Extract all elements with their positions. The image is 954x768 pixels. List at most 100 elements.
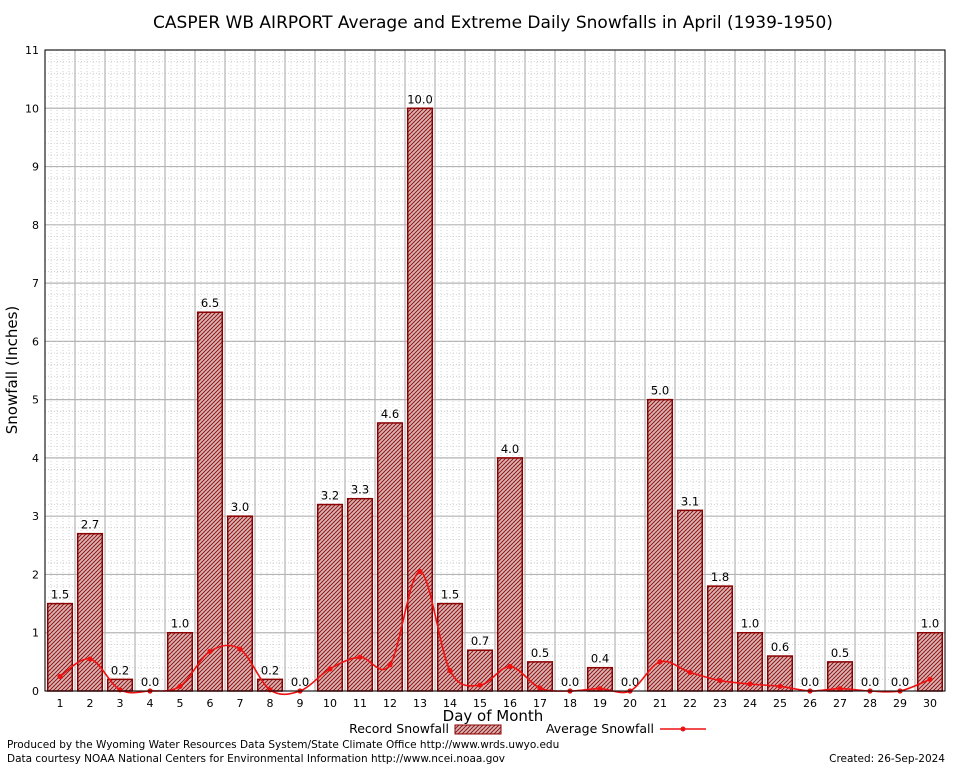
average-point	[207, 648, 213, 654]
x-tick-label: 2	[87, 697, 94, 710]
average-point	[387, 662, 393, 668]
bar-value-label: 5.0	[651, 384, 669, 398]
x-tick-label: 8	[267, 697, 274, 710]
bar-value-label: 1.0	[171, 617, 189, 631]
y-tick-label: 3	[32, 510, 39, 523]
bar-value-label: 3.2	[321, 489, 339, 503]
x-tick-label: 14	[443, 697, 457, 710]
record-bar	[736, 631, 764, 692]
record-bar	[496, 457, 524, 692]
average-point	[177, 683, 183, 689]
chart-title: CASPER WB AIRPORT Average and Extreme Da…	[153, 13, 833, 33]
x-tick-label: 15	[473, 697, 487, 710]
average-point	[447, 668, 453, 674]
record-bar	[646, 398, 674, 692]
bar-value-label: 3.1	[681, 494, 699, 508]
x-tick-label: 27	[833, 697, 847, 710]
average-point	[747, 681, 753, 687]
average-point	[57, 673, 63, 680]
x-tick-label: 30	[923, 697, 937, 710]
average-point	[687, 669, 693, 675]
bar-value-label: 0.0	[621, 675, 639, 689]
bar-value-label: 0.5	[831, 646, 849, 660]
x-tick-label: 21	[653, 697, 667, 710]
average-point	[357, 654, 363, 660]
average-point	[267, 687, 273, 693]
bar-value-label: 3.3	[351, 483, 369, 497]
average-point	[87, 656, 93, 662]
average-point	[837, 686, 843, 692]
legend-record-label: Record Snowfall	[349, 721, 449, 736]
bar-value-label: 0.5	[531, 646, 549, 660]
average-point	[237, 646, 243, 652]
bar-value-label: 1.0	[741, 617, 759, 631]
legend-average-marker	[680, 726, 686, 732]
bar-value-label: 0.6	[771, 640, 789, 654]
x-tick-label: 3	[117, 697, 124, 710]
x-tick-label: 17	[533, 697, 547, 710]
bar-value-label: 0.0	[801, 675, 819, 689]
average-point	[717, 677, 723, 684]
y-tick-label: 0	[32, 685, 39, 698]
bar-value-labels: 1.5 2.7 0.2 0.0 1.0 6.5 3.0 0.2 0.0 3.2 3.3 4.6 10.0…	[51, 92, 939, 689]
x-tick-label: 12	[383, 697, 397, 710]
y-tick-label: 9	[32, 161, 39, 174]
x-tick-label: 20	[623, 697, 637, 710]
x-tick-label: 10	[323, 697, 337, 710]
bar-value-label: 0.0	[141, 675, 159, 689]
average-point	[327, 666, 333, 672]
bar-value-label: 0.7	[471, 634, 489, 648]
record-bar	[76, 532, 104, 692]
grid	[44, 49, 946, 692]
y-tick-label: 11	[25, 44, 39, 57]
record-bar	[316, 503, 344, 692]
bar-value-label: 3.0	[231, 500, 249, 514]
x-tick-label: 23	[713, 697, 727, 710]
x-tick-label: 13	[413, 697, 427, 710]
x-tick-label: 1	[57, 697, 64, 710]
record-bar	[676, 509, 704, 692]
x-tick-label: 26	[803, 697, 817, 710]
footer-created-date: Created: 26-Sep-2024	[829, 753, 945, 765]
bar-value-label: 0.2	[111, 663, 129, 677]
x-tick-label: 25	[773, 697, 787, 710]
x-tick-labels: 1 2 3 4 5 6 7 8 9 10 11 12 13 14 15 16 17 18 19 20 21 22 23 24 2…	[57, 697, 938, 710]
average-point	[657, 659, 663, 665]
bar-value-label: 1.8	[711, 570, 729, 584]
y-tick-label: 8	[32, 219, 39, 232]
bar-value-label: 0.0	[861, 675, 879, 689]
bar-value-label: 0.0	[291, 675, 309, 689]
average-point	[117, 687, 123, 693]
record-bar	[226, 515, 254, 692]
x-tick-label: 29	[893, 697, 907, 710]
record-bar	[436, 602, 464, 692]
record-bar	[406, 107, 434, 692]
average-point	[417, 568, 423, 575]
y-tick-label: 1	[32, 627, 39, 640]
footer-data-source: Data courtesy NOAA National Centers for …	[7, 753, 505, 765]
average-point	[777, 683, 783, 689]
bar-value-label: 4.6	[381, 407, 399, 421]
x-tick-label: 18	[563, 697, 577, 710]
x-tick-label: 22	[683, 697, 697, 710]
legend-record-swatch	[454, 724, 502, 735]
bar-value-label: 0.0	[891, 675, 909, 689]
y-tick-label: 10	[25, 102, 39, 115]
record-bar	[916, 631, 944, 692]
y-tick-label: 5	[32, 394, 39, 407]
y-tick-label: 6	[32, 335, 39, 348]
y-tick-label: 7	[32, 277, 39, 290]
bar-value-label: 10.0	[407, 92, 433, 106]
average-point	[927, 676, 933, 682]
x-tick-label: 6	[207, 697, 214, 710]
average-point	[477, 682, 483, 688]
bar-value-label: 0.0	[561, 675, 579, 689]
x-axis-title: Day of Month	[443, 707, 544, 725]
average-point	[507, 663, 513, 670]
bar-value-label: 0.2	[261, 663, 279, 677]
y-tick-label: 4	[32, 452, 39, 465]
x-tick-label: 11	[353, 697, 367, 710]
record-bars	[46, 107, 944, 692]
record-bar	[196, 311, 224, 692]
bar-value-label: 1.0	[921, 617, 939, 631]
